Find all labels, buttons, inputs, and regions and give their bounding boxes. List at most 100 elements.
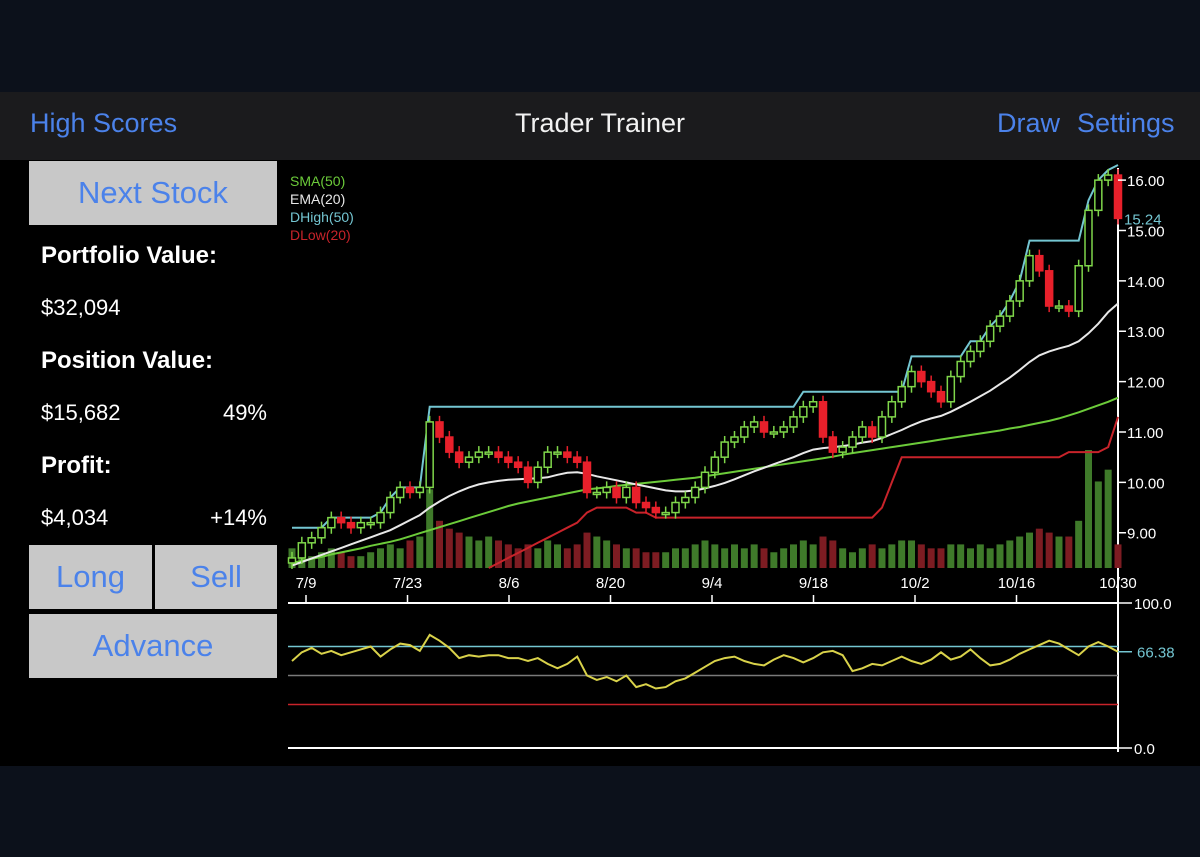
portfolio-value: $32,094 — [41, 295, 121, 320]
volume-bar — [898, 540, 906, 568]
candle-body — [395, 486, 405, 499]
price-x-tick-label: 10/2 — [900, 575, 929, 592]
settings-button[interactable]: Settings — [1077, 108, 1175, 138]
volume-bar — [327, 548, 335, 568]
volume-bar — [986, 548, 994, 568]
candle-body — [1025, 254, 1034, 282]
candle-body — [995, 315, 1005, 327]
volume-bar — [308, 556, 316, 568]
volume-bar — [799, 540, 807, 568]
candle-body — [936, 390, 946, 403]
profit-label: Profit: — [41, 452, 112, 479]
volume-bar — [337, 552, 345, 568]
volume-bar — [721, 548, 729, 568]
oscillator-y-tick-label: 0.0 — [1134, 741, 1155, 758]
candle-body — [740, 426, 749, 438]
candle-body — [592, 491, 602, 496]
candle-body — [1103, 174, 1113, 181]
volume-bar — [819, 536, 827, 568]
volume-bar — [858, 548, 866, 568]
volume-bar — [967, 548, 974, 568]
volume-bar — [583, 532, 591, 568]
candle-body — [661, 511, 670, 516]
volume-bar — [937, 548, 945, 568]
profit-value: $4,034 — [41, 505, 109, 530]
candle-body — [848, 436, 857, 448]
candle-body — [376, 511, 385, 524]
volume-bar — [563, 548, 571, 568]
volume-bar — [357, 556, 365, 568]
candle-body — [582, 461, 592, 494]
volume-bar — [681, 548, 689, 568]
legend-entry: EMA(20) — [290, 191, 345, 207]
volume-bar — [603, 540, 611, 568]
price-y-tick-label: 11.00 — [1127, 425, 1163, 442]
candle-body — [769, 431, 779, 435]
volume-bar — [691, 544, 699, 568]
high-scores-button[interactable]: High Scores — [30, 108, 178, 138]
candle-body — [897, 385, 906, 403]
candle-body — [631, 486, 641, 504]
sell-button[interactable]: Sell — [155, 545, 277, 609]
volume-bar — [839, 548, 847, 568]
volume-bar — [947, 544, 955, 568]
draw-button[interactable]: Draw — [997, 108, 1061, 138]
volume-bar — [888, 544, 896, 568]
volume-bar — [917, 544, 925, 568]
volume-bar — [1006, 540, 1014, 568]
volume-bar — [672, 548, 679, 568]
candle-body — [513, 461, 523, 468]
price-x-tick-label: 9/4 — [702, 575, 723, 592]
price-y-tick-label: 15.00 — [1127, 223, 1165, 240]
volume-bar — [544, 540, 552, 568]
volume-bar — [504, 544, 512, 568]
candle-body — [887, 401, 897, 418]
volume-bar — [1104, 469, 1112, 568]
candle-body — [867, 426, 877, 438]
long-button[interactable]: Long — [29, 545, 152, 609]
volume-bar — [662, 552, 670, 568]
volume-bar — [465, 536, 473, 568]
candle-body — [789, 416, 798, 428]
dlow-line — [488, 416, 1119, 569]
volume-bar — [731, 544, 738, 568]
candle-body — [759, 421, 769, 433]
price-chart: 9.00 10.00 11.00 12.00 13.00 14.00 15.00 16.00 1… — [287, 164, 1175, 758]
legend-entry: SMA(50) — [290, 173, 345, 189]
candle-body — [386, 496, 395, 514]
volume-bar — [593, 536, 601, 568]
candle-body — [553, 451, 562, 455]
candle-body — [327, 516, 336, 529]
candle-body — [523, 466, 533, 484]
volume-bar — [770, 552, 778, 568]
volume-bar — [1035, 528, 1043, 568]
price-x-tick-label: 8/6 — [499, 575, 520, 592]
volume-bar — [524, 544, 532, 568]
price-y-tick-label: 13.00 — [1127, 324, 1165, 341]
ema-line — [291, 302, 1119, 567]
volume-bar — [347, 556, 355, 568]
volume-bar — [711, 544, 719, 568]
candle-body — [1035, 254, 1044, 272]
candle-body — [818, 401, 828, 438]
candle-body — [1074, 265, 1083, 312]
volume-bar — [829, 540, 837, 568]
legend-entry: DLow(20) — [290, 227, 351, 243]
candle-body — [533, 466, 543, 484]
candle-body — [346, 521, 356, 529]
next-stock-button[interactable]: Next Stock — [29, 161, 277, 225]
candle-body — [779, 426, 788, 433]
volume-bar — [475, 540, 483, 568]
volume-bar — [573, 544, 581, 568]
candle-body — [749, 421, 759, 428]
volume-bar — [1055, 536, 1063, 568]
legend-entry: DHigh(50) — [290, 209, 354, 225]
volume-bar — [318, 552, 325, 568]
candle-body — [700, 471, 710, 489]
candle-body — [484, 451, 493, 455]
candle-body — [1084, 209, 1093, 267]
advance-button[interactable]: Advance — [29, 614, 277, 678]
candle-body — [907, 370, 916, 388]
volume-bar — [1016, 536, 1024, 568]
volume-bar — [622, 548, 630, 568]
